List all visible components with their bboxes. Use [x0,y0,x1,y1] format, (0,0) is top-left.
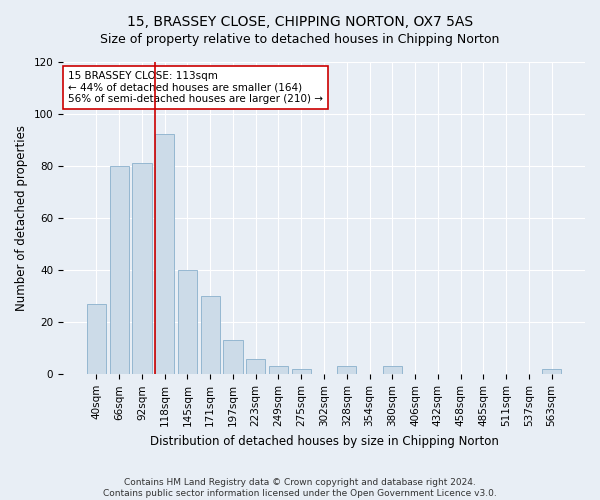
Bar [132,163,152,374]
Bar [246,358,265,374]
Text: Size of property relative to detached houses in Chipping Norton: Size of property relative to detached ho… [100,32,500,46]
Bar [178,270,197,374]
Bar [292,369,311,374]
Bar [87,304,106,374]
Text: 15, BRASSEY CLOSE, CHIPPING NORTON, OX7 5AS: 15, BRASSEY CLOSE, CHIPPING NORTON, OX7 … [127,15,473,29]
Bar [200,296,220,374]
Bar [155,134,175,374]
Bar [542,369,561,374]
Bar [337,366,356,374]
Bar [110,166,129,374]
X-axis label: Distribution of detached houses by size in Chipping Norton: Distribution of detached houses by size … [149,434,499,448]
Text: 15 BRASSEY CLOSE: 113sqm
← 44% of detached houses are smaller (164)
56% of semi-: 15 BRASSEY CLOSE: 113sqm ← 44% of detach… [68,71,323,104]
Bar [383,366,402,374]
Bar [223,340,242,374]
Bar [269,366,288,374]
Text: Contains HM Land Registry data © Crown copyright and database right 2024.
Contai: Contains HM Land Registry data © Crown c… [103,478,497,498]
Y-axis label: Number of detached properties: Number of detached properties [15,125,28,311]
